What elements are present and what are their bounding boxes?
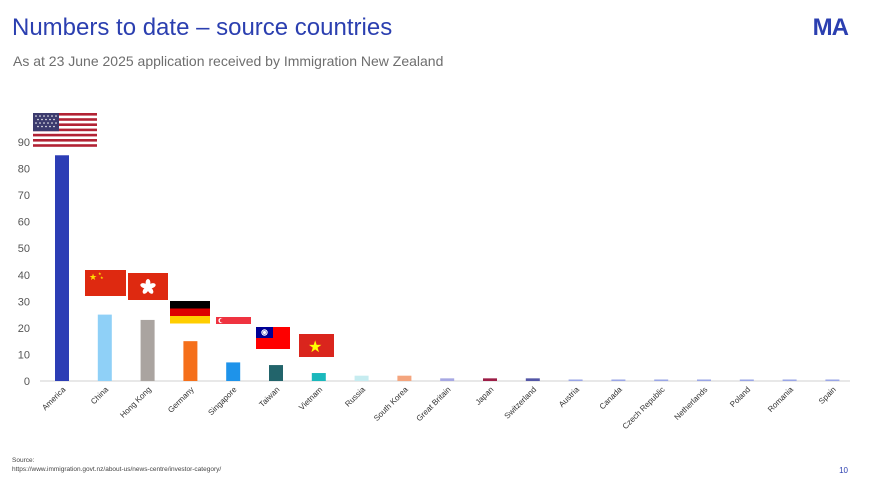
y-tick-label: 10 — [18, 349, 30, 361]
x-tick-label: Austria — [557, 385, 581, 409]
svg-text:★: ★ — [89, 273, 97, 283]
x-tick-label: Japan — [474, 385, 496, 407]
x-tick-label: Germany — [166, 385, 196, 415]
bar-america — [55, 155, 69, 381]
x-tick-label: Canada — [598, 385, 625, 412]
bar-vietnam — [311, 373, 326, 381]
source-note: Source: https://www.immigration.govt.nz/… — [12, 456, 221, 474]
bar-spain — [825, 379, 840, 381]
page-title: Numbers to date – source countries — [12, 14, 393, 41]
bar-russia — [354, 375, 369, 381]
vietnam-flag-icon: ★ — [299, 334, 334, 357]
bar-germany — [183, 341, 198, 381]
svg-text:★: ★ — [308, 337, 322, 356]
y-tick-label: 50 — [18, 243, 30, 255]
x-tick-label: South Korea — [372, 385, 410, 423]
bar-austria — [568, 379, 583, 381]
y-tick-label: 0 — [24, 376, 30, 388]
hong-kong-flag-icon — [128, 273, 168, 300]
source-label: Source: — [12, 457, 35, 464]
x-tick-label: Spain — [817, 385, 838, 406]
svg-text:★: ★ — [98, 271, 102, 276]
bar-great-britain — [440, 378, 455, 381]
y-axis: 0 10 20 30 40 50 60 70 80 90 — [18, 137, 30, 388]
germany-flag-icon — [170, 301, 210, 324]
x-tick-label: Netherlands — [673, 385, 710, 422]
x-axis-labels: America China Hong Kong Germany Singapore Tai… — [40, 385, 838, 431]
bars — [55, 155, 840, 381]
china-flag-icon: ★ ★ ★ — [85, 270, 126, 296]
y-tick-label: 70 — [18, 190, 30, 202]
x-tick-label: Hong Kong — [118, 385, 153, 420]
bar-japan — [483, 378, 497, 381]
bar-south-korea — [397, 375, 412, 381]
x-tick-label: China — [89, 385, 111, 407]
bar-china — [97, 314, 112, 381]
y-tick-label: 90 — [18, 137, 30, 149]
x-tick-label: America — [40, 385, 67, 412]
bar-hong-kong — [140, 319, 155, 381]
bar-netherlands — [697, 379, 711, 381]
x-tick-label: Great Britain — [414, 385, 452, 423]
x-tick-label: Czech Republic — [621, 385, 667, 431]
source-link[interactable]: https://www.immigration.govt.nz/about-us… — [12, 466, 222, 473]
x-tick-label: Switzerland — [503, 385, 539, 421]
y-tick-label: 40 — [18, 270, 30, 282]
x-tick-label: Taiwan — [257, 385, 281, 409]
svg-text:★: ★ — [100, 275, 104, 280]
bar-czech-republic — [654, 379, 669, 381]
page-number: 10 — [839, 466, 848, 475]
page-subtitle: As at 23 June 2025 application received … — [13, 53, 444, 69]
singapore-flag-icon — [216, 317, 251, 329]
y-tick-label: 20 — [18, 323, 30, 335]
bar-canada — [611, 379, 626, 381]
taiwan-flag-icon — [256, 327, 290, 349]
y-tick-label: 80 — [18, 164, 30, 176]
bar-poland — [739, 379, 754, 381]
bar-switzerland — [525, 378, 540, 381]
us-flag-icon — [33, 113, 97, 147]
bar-taiwan — [269, 365, 283, 381]
x-tick-label: Poland — [728, 385, 752, 409]
x-tick-label: Singapore — [206, 385, 239, 418]
y-tick-label: 60 — [18, 217, 30, 229]
x-tick-label: Vietnam — [297, 385, 324, 412]
bar-romania — [782, 379, 797, 381]
bar-singapore — [226, 362, 241, 381]
brand-logo: MA — [812, 14, 849, 41]
x-tick-label: Romania — [766, 385, 795, 414]
x-tick-label: Russia — [343, 385, 367, 409]
y-tick-label: 30 — [18, 296, 30, 308]
